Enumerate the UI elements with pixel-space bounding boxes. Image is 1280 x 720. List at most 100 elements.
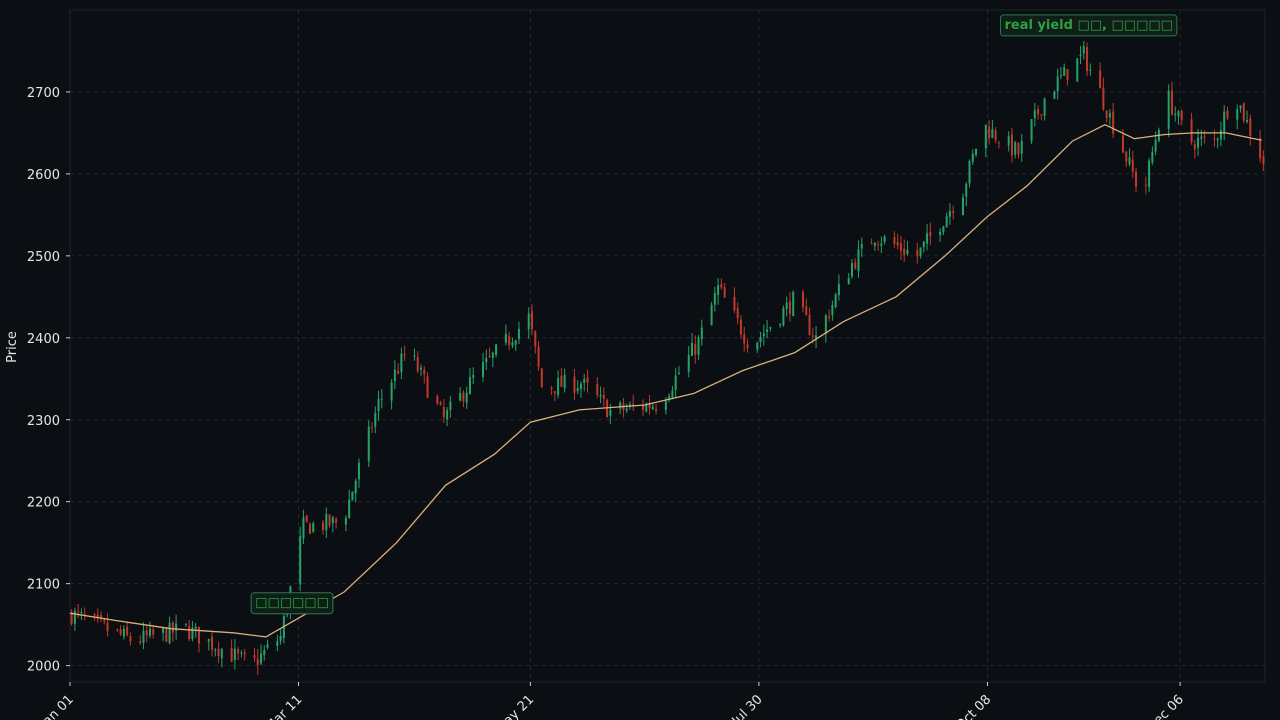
candle-body [335,519,338,523]
candle-body [651,406,654,410]
candle-body [302,517,305,539]
candle-body [495,344,498,355]
candle-body [857,249,860,271]
candle-body [1121,135,1124,153]
candle-body [596,384,599,396]
y-tick-label: 2000 [27,660,60,675]
candle-body [1197,137,1200,148]
candle-body [988,126,991,139]
candle-body [746,344,749,349]
candle-body [896,242,899,246]
candle-body [351,491,354,501]
candle-body [984,124,987,148]
candle-body [893,237,896,244]
candle-body [1135,171,1138,187]
candle-body [93,614,96,616]
candle-body [762,333,765,337]
candle-body [413,355,416,357]
candle-body [945,216,948,228]
candle-body [1203,136,1206,138]
candle-body [1128,157,1131,164]
y-tick-label: 2400 [27,332,60,347]
candle-body [426,376,429,398]
candle-body [994,130,997,141]
candle-body [873,242,876,246]
y-tick-label: 2300 [27,414,60,429]
candle-body [468,377,471,395]
candle-body [263,650,266,656]
candle-body [971,153,974,162]
candle-body [674,375,677,390]
annotation-0: □□□□□□ [250,592,334,615]
candle-body [968,160,971,184]
candle-body [1259,138,1262,159]
candle-body [880,243,883,246]
candle-body [1226,110,1229,119]
candle-body [609,410,612,416]
candle-body [1144,184,1147,186]
candle-body [142,630,145,643]
candle-body [837,284,840,296]
candle-body [377,398,380,411]
candle-body [511,342,514,346]
candle-body [393,369,396,382]
y-axis-label: Price [5,331,20,363]
candle-body [870,243,873,245]
candle-body [152,629,155,635]
candle-body [1099,70,1102,89]
candle-body [129,636,132,642]
candle-body [80,612,83,614]
candle-body [357,462,360,480]
y-tick-label: 2700 [27,86,60,101]
candle-body [586,377,589,383]
candle-body [811,335,814,337]
candle-body [952,211,955,214]
candle-body [697,337,700,355]
y-tick-label: 2100 [27,578,60,593]
candle-body [517,328,520,340]
candle-body [168,622,171,644]
candle-body [1053,91,1056,99]
candle-body [259,653,263,664]
candle-body [815,335,818,339]
candle-body [299,535,302,585]
candle-body [668,395,671,400]
candle-body [642,405,645,410]
candle-body [175,623,178,631]
candle-body [73,610,76,624]
candle-body [648,403,651,409]
y-axis-ticks: 2000 2100 2200 2300 2400 2500 2600 2700 [27,86,70,675]
candle-body [276,641,279,646]
candle-body [504,333,507,343]
candle-body [514,340,517,345]
candle-body [1167,90,1170,129]
candle-body [188,626,191,639]
candle-body [423,369,426,375]
candle-body [965,183,968,197]
candle-body [1249,118,1252,136]
candle-body [207,638,210,642]
candle-body [1089,69,1092,71]
candle-body [1151,152,1154,163]
candle-body [1033,110,1036,119]
candle-body [233,648,236,661]
candle-body [1193,144,1196,150]
candle-body [214,649,217,651]
candle-body [723,287,726,298]
candle-body [237,649,240,654]
candle-body [700,327,703,340]
y-tick-label: 2600 [27,168,60,183]
candle-body [397,370,400,374]
candle-body [573,376,576,393]
candle-body [344,517,347,525]
candle-body [975,148,978,156]
candle-body [465,392,468,403]
candle-body [328,514,331,526]
candle-body [1125,151,1128,162]
candle-body [1066,69,1069,81]
candle-body [171,622,174,633]
candle-body [1213,138,1216,140]
candle-body [305,515,308,522]
candle-body [1170,90,1173,115]
candle-body [449,401,452,411]
